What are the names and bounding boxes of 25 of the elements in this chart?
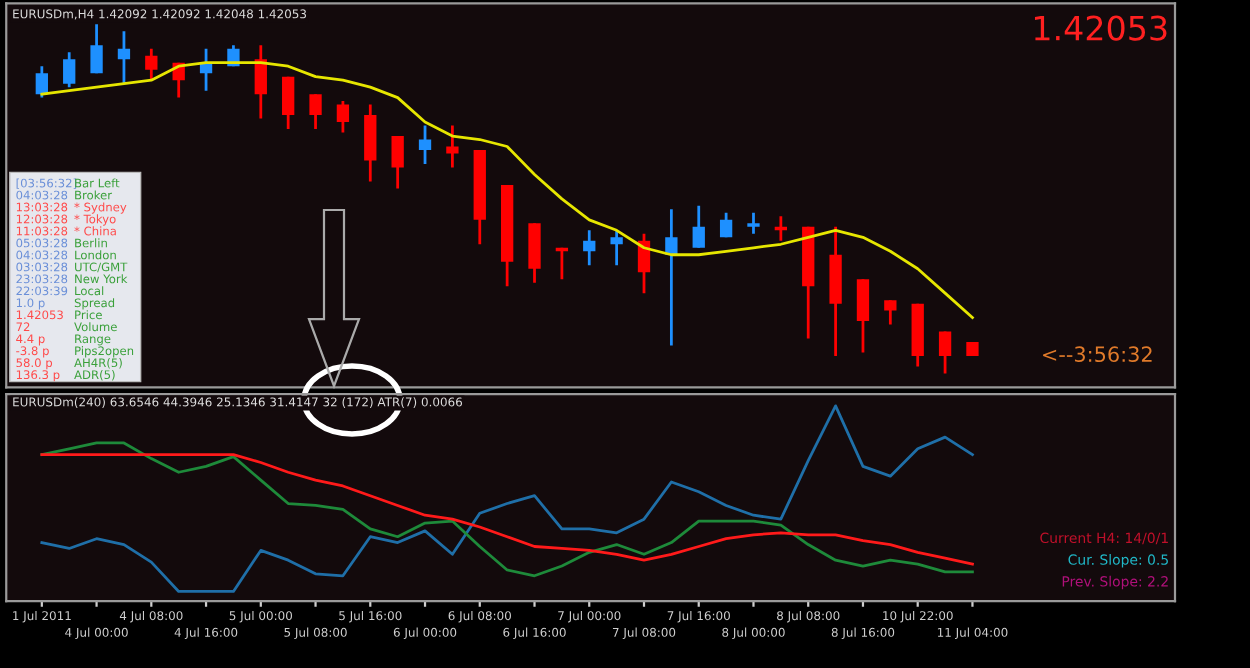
candlestick: [418, 124, 432, 166]
candlestick: [610, 228, 623, 267]
candlestick: [336, 99, 350, 134]
candlestick: [719, 211, 733, 239]
candlestick: [145, 47, 158, 82]
candlestick: [63, 50, 76, 89]
candlestick: [391, 134, 404, 190]
text: <--3:56:32: [1043, 346, 1152, 363]
candlestick: [35, 64, 48, 100]
candlestick: [528, 221, 541, 285]
candlestick: [938, 330, 952, 375]
candlestick: [364, 103, 377, 183]
text: 1.42053: [1034, 15, 1167, 41]
candlestick: [309, 92, 322, 131]
candlestick: [254, 43, 267, 120]
candlestick: [117, 29, 131, 86]
candlestick: [747, 211, 760, 236]
candlestick: [884, 298, 897, 326]
candlestick: [692, 204, 705, 250]
candlestick: [583, 228, 596, 267]
candlestick: [282, 75, 295, 131]
candlestick: [856, 277, 870, 354]
candlestick: [90, 22, 103, 75]
candlestick: [446, 124, 459, 169]
candlestick: [665, 207, 678, 347]
